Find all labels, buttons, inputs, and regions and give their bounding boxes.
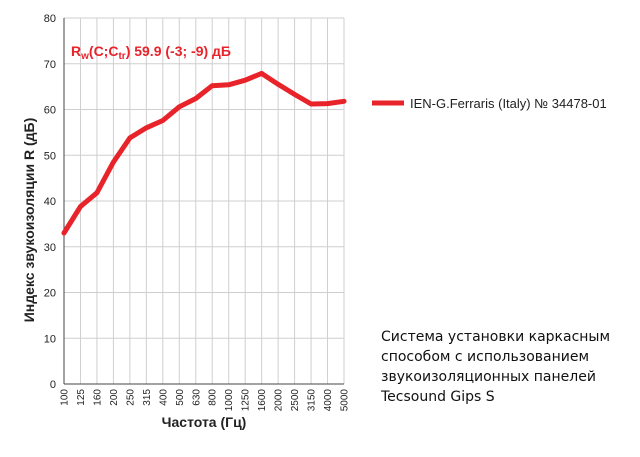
x-tick-label: 2000 (274, 389, 285, 412)
x-axis-ticks: 100 125 160 200 250 315 400 500 630 800 1000 1250 16… (60, 389, 351, 412)
x-tick-label: 1000 (224, 389, 235, 412)
x-tick-label: 100 (60, 389, 71, 406)
data-point (209, 83, 215, 89)
x-tick-label: 1600 (257, 389, 268, 412)
data-point (78, 204, 83, 209)
data-point (111, 159, 116, 165)
data-point (325, 101, 330, 106)
x-tick-label: 5000 (340, 389, 351, 412)
data-point (226, 82, 232, 88)
y-tick-label: 20 (44, 288, 56, 300)
data-point (275, 82, 281, 87)
data-point (193, 96, 199, 101)
x-tick-label: 125 (76, 389, 87, 406)
x-tick-label: 250 (125, 389, 136, 406)
data-point (308, 101, 314, 107)
rating-tail: ) 59.9 (-3; -9) дБ (126, 43, 231, 59)
data-point (61, 230, 67, 236)
y-tick-label: 70 (44, 59, 56, 71)
y-tick-label: 40 (44, 196, 56, 208)
data-point (94, 190, 100, 196)
y-axis-ticks: 0 10 20 30 40 50 60 70 80 (44, 13, 56, 391)
x-tick-label: 2500 (290, 389, 301, 412)
y-tick-label: 10 (44, 333, 56, 345)
data-point (292, 92, 297, 97)
x-tick-label: 500 (175, 389, 186, 406)
caption-line-4: Tecsound Gips S (381, 389, 495, 405)
x-tick-label: 800 (208, 389, 219, 406)
legend: IEN-G.Ferraris (Italy) № 34478-01 (372, 96, 607, 111)
x-axis-title: Частота (Гц) (162, 414, 247, 430)
data-point (176, 104, 182, 110)
y-axis-title: Индекс звукоизоляции R (дБ) (21, 118, 37, 323)
x-tick-label: 200 (109, 389, 120, 406)
series-group (61, 70, 347, 236)
grid (63, 17, 345, 385)
data-point (127, 135, 133, 141)
rating-mid: (C;C (89, 43, 119, 59)
x-tick-label: 630 (191, 389, 202, 406)
x-tick-label: 160 (92, 389, 103, 406)
caption-line-3: звукоизоляционных панелей (381, 369, 596, 385)
data-point (160, 118, 166, 123)
x-tick-label: 315 (142, 389, 153, 406)
legend-label: IEN-G.Ferraris (Italy) № 34478-01 (410, 96, 607, 111)
rating-annotation: Rw(C;Ctr) 59.9 (-3; -9) дБ (71, 43, 231, 62)
data-point (341, 98, 347, 104)
data-point (259, 71, 264, 76)
caption-line-1: Система установки каркасным (381, 329, 611, 345)
x-tick-label: 400 (158, 389, 169, 406)
x-tick-label: 1250 (241, 389, 252, 412)
y-tick-label: 60 (44, 105, 56, 117)
y-tick-label: 80 (44, 13, 56, 25)
series-line (61, 70, 347, 236)
data-point (242, 77, 248, 83)
y-tick-label: 30 (44, 242, 56, 254)
y-tick-label: 50 (44, 150, 56, 162)
caption-line-2: способом с использованием (381, 349, 590, 365)
rating-sub-tr: tr (118, 51, 125, 62)
rating-sub-w: w (80, 51, 89, 62)
x-tick-label: 3150 (307, 389, 318, 412)
y-tick-label: 0 (50, 379, 56, 391)
caption: Система установки каркасным способом с и… (381, 327, 631, 407)
data-point (144, 125, 149, 131)
x-tick-label: 4000 (323, 389, 334, 412)
